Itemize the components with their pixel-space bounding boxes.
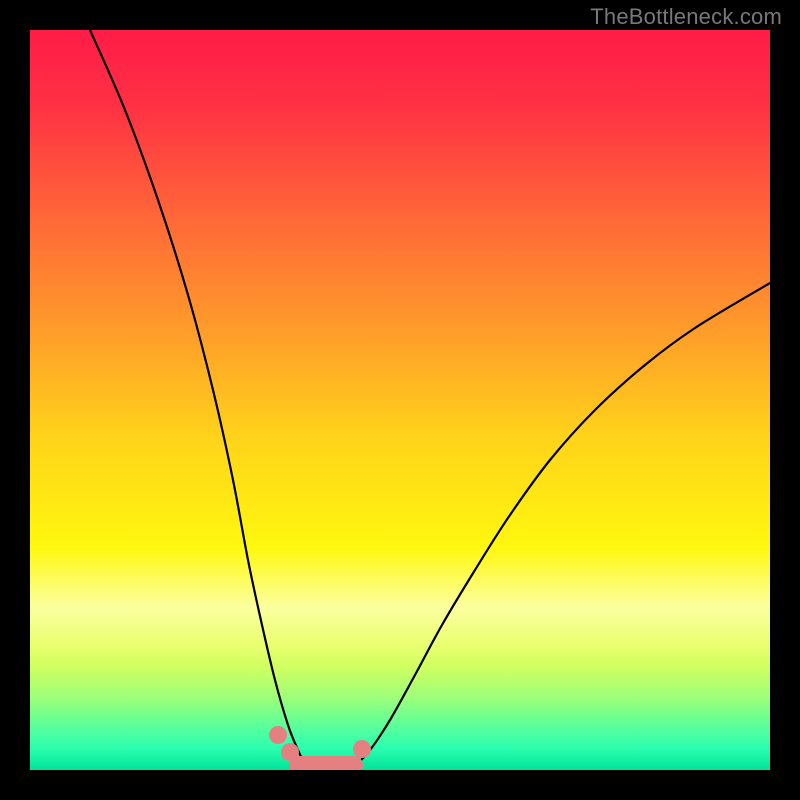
curve-right-branch [342,283,770,770]
chart-curves [30,30,770,770]
curve-trough-marker [269,726,371,765]
bottleneck-chart [30,30,770,770]
curve-left-branch [90,30,316,770]
watermark-text: TheBottleneck.com [590,4,782,30]
